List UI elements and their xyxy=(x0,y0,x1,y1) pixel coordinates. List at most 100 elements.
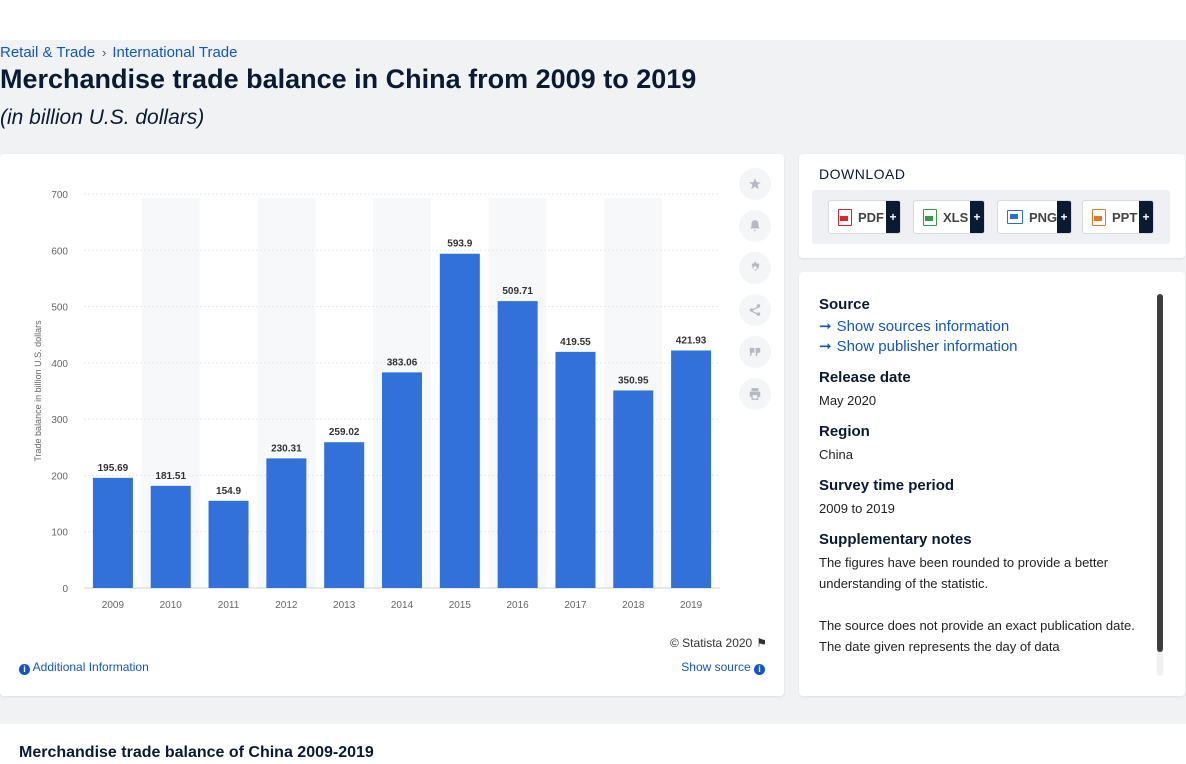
data-label: 383.06 xyxy=(387,357,418,368)
y-tick-label: 0 xyxy=(62,584,68,595)
download-png-button[interactable]: PNG + xyxy=(997,200,1072,234)
y-tick-label: 600 xyxy=(51,246,68,257)
star-icon[interactable] xyxy=(739,168,771,200)
details-scrollbar[interactable] xyxy=(1157,294,1163,676)
download-card: DOWNLOAD PDF + XLS + PNG + PPT + xyxy=(799,154,1185,258)
data-label: 421.93 xyxy=(676,336,707,347)
page-title: Merchandise trade balance in China from … xyxy=(0,64,697,94)
data-label: 350.95 xyxy=(618,375,649,386)
bar-chart: 0 100 200 300 400 500 600 700 Trade balance in b… xyxy=(33,190,720,611)
data-label: 593.9 xyxy=(447,239,472,250)
show-source-label: Show source xyxy=(681,660,751,674)
scrollbar-thumb[interactable] xyxy=(1157,294,1163,652)
x-tick-label: 2010 xyxy=(160,600,183,611)
survey-period-value: 2009 to 2019 xyxy=(819,501,895,516)
xls-label: XLS xyxy=(943,209,969,225)
y-tick-label: 100 xyxy=(51,528,68,539)
data-label: 419.55 xyxy=(560,337,591,348)
copyright-text: © Statista 2020 ⚑ xyxy=(670,636,767,650)
bottom-card: Merchandise trade balance of China 2009-… xyxy=(0,724,1186,764)
show-sources-link[interactable]: ➞ Show sources information xyxy=(819,317,1149,335)
plus-icon: + xyxy=(1057,201,1071,233)
chart-card: 0 100 200 300 400 500 600 700 Trade balance in b… xyxy=(0,154,784,696)
bar xyxy=(439,253,480,588)
chart-tools xyxy=(739,168,771,420)
bottom-section-title: Merchandise trade balance of China 2009-… xyxy=(19,744,374,761)
x-tick-label: 2011 xyxy=(218,600,240,611)
x-tick-label: 2013 xyxy=(333,600,356,611)
download-pdf-button[interactable]: PDF + xyxy=(828,200,901,234)
x-tick-label: 2015 xyxy=(449,600,472,611)
release-date-label: Release date xyxy=(819,369,911,386)
quote-icon[interactable] xyxy=(739,336,771,368)
info-icon: i xyxy=(19,664,30,675)
arrow-right-icon: ➞ xyxy=(819,318,832,335)
y-axis-label: Trade balance in billion U.S. dollars xyxy=(33,320,43,462)
x-tick-label: 2018 xyxy=(622,600,645,611)
region-value: China xyxy=(819,447,853,462)
pdf-file-icon xyxy=(838,208,852,226)
details-scroll-area[interactable]: Source ➞ Show sources information ➞ Show p… xyxy=(819,296,1149,676)
show-publisher-label: Show publisher information xyxy=(836,338,1018,355)
bar xyxy=(555,351,596,588)
xls-file-icon xyxy=(923,208,937,226)
png-file-icon xyxy=(1007,210,1023,224)
download-bar: PDF + XLS + PNG + PPT + xyxy=(812,190,1170,244)
png-label: PNG xyxy=(1029,209,1058,225)
bar xyxy=(150,485,191,588)
show-source-link[interactable]: Show source i xyxy=(681,660,765,675)
flag-icon[interactable]: ⚑ xyxy=(756,636,767,650)
data-label: 509.71 xyxy=(502,286,533,297)
copyright-label: © Statista 2020 xyxy=(670,636,753,650)
data-label: 154.9 xyxy=(216,486,241,497)
print-icon[interactable] xyxy=(739,378,771,410)
bell-icon[interactable] xyxy=(739,210,771,242)
y-tick-label: 200 xyxy=(51,471,68,482)
x-tick-label: 2014 xyxy=(391,600,414,611)
x-tick-label: 2016 xyxy=(507,600,530,611)
x-tick-label: 2017 xyxy=(564,600,587,611)
bar xyxy=(671,350,712,588)
additional-information-link[interactable]: i Additional Information xyxy=(19,660,149,675)
bar xyxy=(497,301,538,588)
x-tick-label: 2012 xyxy=(275,600,298,611)
bar xyxy=(324,442,365,588)
arrow-right-icon: ➞ xyxy=(819,338,832,355)
show-sources-label: Show sources information xyxy=(836,318,1010,335)
show-publisher-link[interactable]: ➞ Show publisher information xyxy=(819,337,1149,355)
bar xyxy=(208,500,249,588)
top-bar xyxy=(0,0,1186,40)
page-subtitle: (in billion U.S. dollars) xyxy=(0,106,205,129)
data-label: 259.02 xyxy=(329,427,360,438)
supplementary-notes-text: The figures have been rounded to provide… xyxy=(819,555,1109,591)
breadcrumb-retail-trade[interactable]: Retail & Trade xyxy=(0,44,96,61)
breadcrumb: Retail & Trade › International Trade xyxy=(0,44,237,61)
download-xls-button[interactable]: XLS + xyxy=(913,200,985,234)
x-tick-label: 2019 xyxy=(680,600,703,611)
supplementary-notes-text: The source does not provide an exact pub… xyxy=(819,618,1135,654)
breadcrumb-international-trade[interactable]: International Trade xyxy=(112,44,238,61)
region-label: Region xyxy=(819,423,870,440)
data-label: 195.69 xyxy=(98,463,129,474)
release-date-value: May 2020 xyxy=(819,393,877,408)
plus-icon: + xyxy=(970,201,984,233)
ppt-label: PPT xyxy=(1112,209,1138,225)
additional-information-label: Additional Information xyxy=(32,660,149,674)
y-tick-label: 300 xyxy=(51,415,68,426)
bar xyxy=(92,477,133,588)
x-tick-label: 2009 xyxy=(102,600,125,611)
pdf-label: PDF xyxy=(858,209,884,225)
survey-period-label: Survey time period xyxy=(819,477,955,494)
y-tick-label: 500 xyxy=(51,303,68,314)
gear-icon[interactable] xyxy=(739,252,771,284)
bar xyxy=(266,458,307,588)
breadcrumb-separator: › xyxy=(102,45,107,60)
share-icon[interactable] xyxy=(739,294,771,326)
bar xyxy=(382,372,422,588)
y-tick-label: 400 xyxy=(51,359,68,370)
supplementary-notes-label: Supplementary notes xyxy=(819,531,972,548)
data-label: 181.51 xyxy=(155,471,186,482)
y-tick-label: 700 xyxy=(51,190,68,201)
data-label: 230.31 xyxy=(271,443,302,454)
download-ppt-button[interactable]: PPT + xyxy=(1082,200,1154,234)
